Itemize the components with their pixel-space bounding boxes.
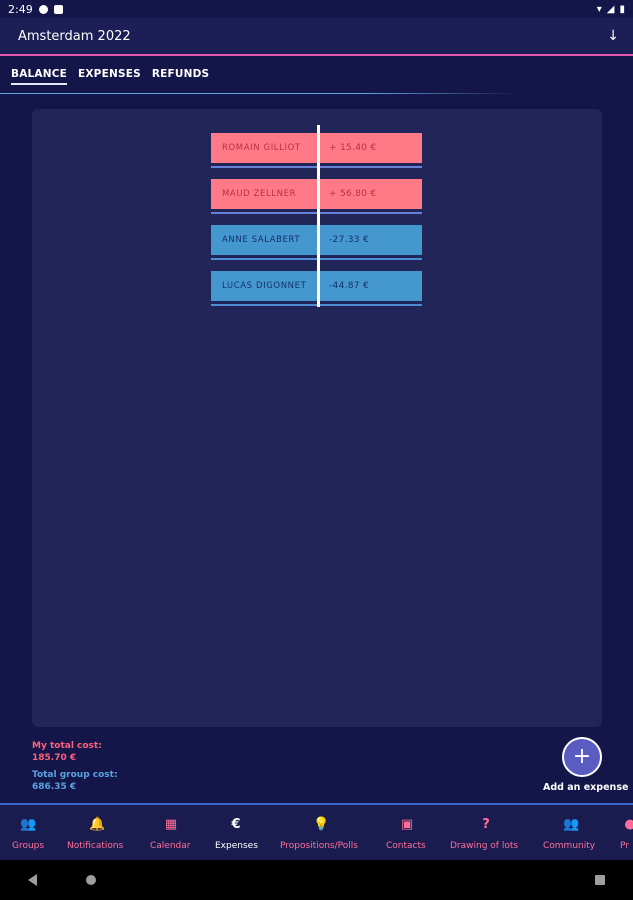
- balance-panel: ROMAIN GILLIOT + 15.40 € MAUD ZELLNER + …: [32, 109, 602, 727]
- balance-bar-positive: ROMAIN GILLIOT + 15.40 €: [211, 133, 422, 163]
- add-expense-label[interactable]: Add an expense: [543, 782, 629, 793]
- member-name: LUCAS DIGONNET: [222, 281, 307, 291]
- status-bar: 2:49 ▾ ◢ ▮: [0, 0, 633, 18]
- tab-balance[interactable]: BALANCE: [11, 64, 68, 85]
- balance-bar-positive: MAUD ZELLNER + 56.80 €: [211, 179, 422, 209]
- balance-row[interactable]: ROMAIN GILLIOT + 15.40 €: [211, 133, 422, 169]
- nav-label: Community: [543, 841, 596, 851]
- balance-bar-negative: ANNE SALABERT -27.33 €: [211, 225, 422, 255]
- app-bar: Amsterdam 2022 ↓: [0, 18, 633, 56]
- nav-label: Notifications: [67, 841, 124, 851]
- nav-label: Propositions/Polls: [280, 841, 358, 851]
- lightbulb-icon: 💡: [313, 817, 330, 832]
- row-underline: [211, 212, 422, 214]
- group-total-cost-label: Total group cost:: [32, 770, 118, 780]
- profile-icon: ●: [622, 817, 633, 833]
- row-underline: [211, 258, 422, 260]
- my-total-cost-label: My total cost:: [32, 741, 102, 751]
- nav-label: Calendar: [150, 841, 191, 851]
- home-icon[interactable]: [86, 875, 96, 885]
- nav-label: Pr: [620, 841, 629, 851]
- tab-refunds[interactable]: REFUNDS: [151, 68, 210, 80]
- cost-summary: My total cost: 185.70 € Total group cost…: [32, 740, 118, 793]
- back-icon[interactable]: [28, 874, 37, 886]
- member-balance: + 56.80 €: [329, 189, 377, 199]
- row-underline: [211, 166, 422, 168]
- group-total-cost-value: 686.35 €: [32, 782, 77, 792]
- arrow-down-icon[interactable]: ↓: [607, 28, 619, 44]
- status-time: 2:49: [8, 2, 33, 16]
- member-balance: -27.33 €: [329, 235, 369, 245]
- balance-axis: [317, 125, 320, 307]
- plus-icon: +: [572, 744, 592, 769]
- balance-list: ROMAIN GILLIOT + 15.40 € MAUD ZELLNER + …: [211, 125, 423, 311]
- euro-icon: €: [231, 817, 241, 832]
- contacts-icon: ▣: [400, 817, 414, 832]
- my-total-cost-value: 185.70 €: [32, 753, 77, 763]
- row-underline: [211, 304, 422, 306]
- nav-label: Drawing of lots: [450, 841, 519, 851]
- tab-divider: [0, 93, 520, 94]
- notification-app-icon: [38, 4, 48, 14]
- groups-icon: 👥: [20, 817, 37, 832]
- status-right: ▾ ◢ ▮: [597, 4, 625, 15]
- balance-row[interactable]: ANNE SALABERT -27.33 €: [211, 225, 422, 261]
- member-name: ANNE SALABERT: [222, 235, 301, 245]
- tab-bar: BALANCE EXPENSES REFUNDS: [0, 64, 633, 94]
- signal-icon: ◢: [606, 3, 615, 15]
- calendar-icon: ▦: [164, 817, 178, 832]
- add-expense-button[interactable]: +: [562, 737, 602, 777]
- system-navigation: [0, 860, 633, 900]
- balance-row[interactable]: LUCAS DIGONNET -44.87 €: [211, 271, 422, 307]
- member-balance: + 15.40 €: [329, 143, 377, 153]
- battery-icon: ▮: [619, 3, 625, 15]
- balance-bar-negative: LUCAS DIGONNET -44.87 €: [211, 271, 422, 301]
- wifi-icon: ▾: [596, 3, 602, 15]
- sim-icon: [53, 4, 63, 14]
- member-name: MAUD ZELLNER: [222, 189, 297, 199]
- tab-expenses[interactable]: EXPENSES: [78, 68, 141, 80]
- member-balance: -44.87 €: [329, 281, 369, 291]
- bell-icon: 🔔: [89, 817, 106, 832]
- nav-label: Expenses: [215, 841, 258, 851]
- status-left: 2:49: [8, 3, 63, 16]
- community-icon: 👥: [563, 817, 580, 832]
- group-title: Amsterdam 2022: [18, 28, 131, 44]
- nav-label: Groups: [12, 841, 45, 851]
- question-icon: ?: [482, 817, 490, 832]
- nav-label: Contacts: [386, 841, 426, 851]
- member-name: ROMAIN GILLIOT: [222, 143, 301, 153]
- bottom-navigation: 👥 Groups 🔔 Notifications ▦ Calendar € Ex…: [0, 803, 633, 860]
- balance-row[interactable]: MAUD ZELLNER + 56.80 €: [211, 179, 422, 215]
- recents-icon[interactable]: [595, 875, 605, 885]
